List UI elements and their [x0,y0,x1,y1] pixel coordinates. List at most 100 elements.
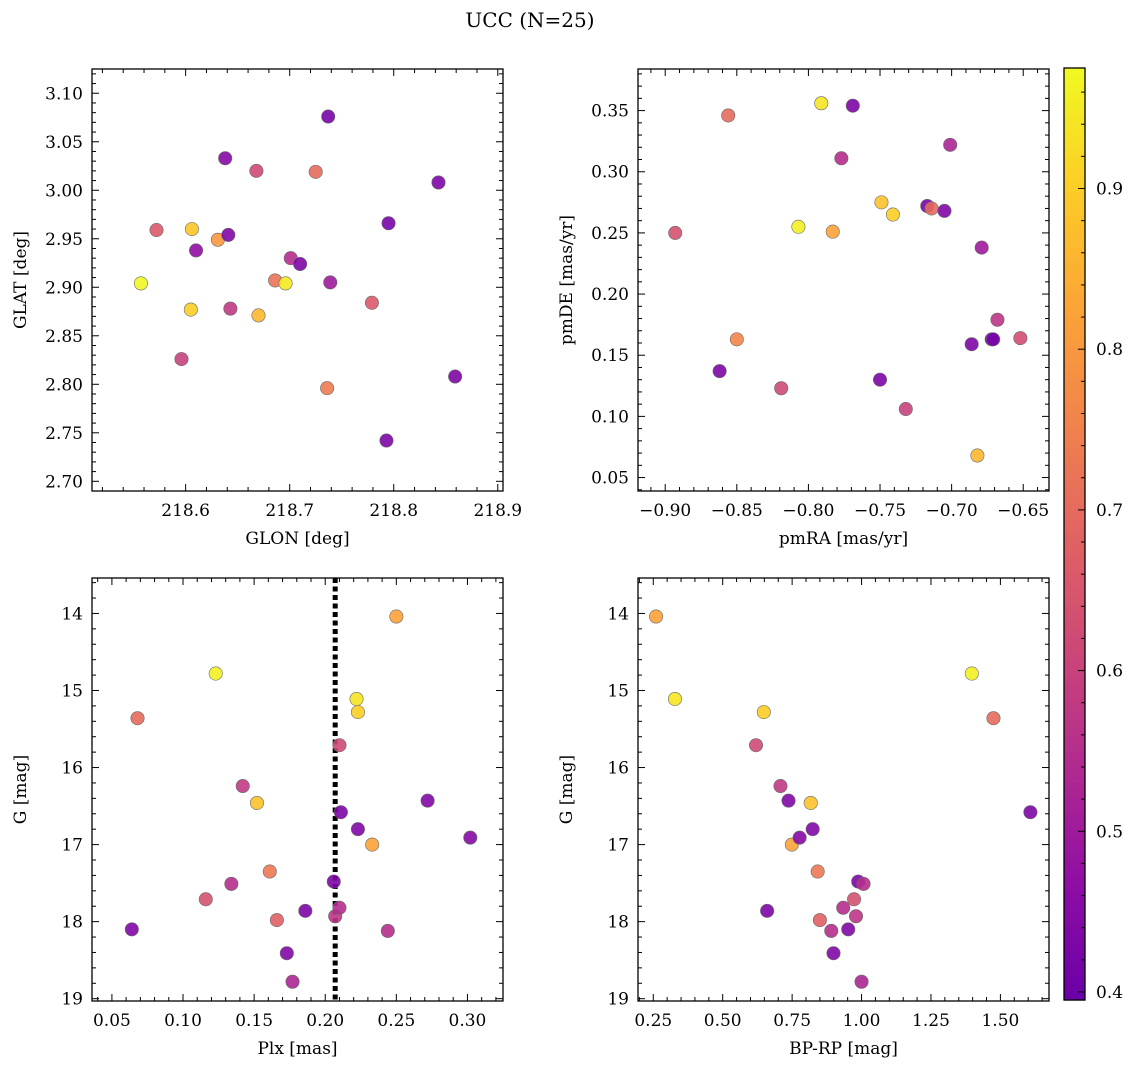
scatter-point [760,903,775,918]
scatter-points [124,609,478,989]
scatter-point [221,227,236,242]
scatter-point [856,876,871,891]
scatter-point [320,381,335,396]
scatter-point [332,738,347,753]
colorbar-segment [1064,899,1085,908]
scatter-point [898,402,913,417]
scatter-point [848,909,863,924]
colorbar-segment [1064,223,1085,232]
x-tick-label: 1.00 [843,1011,881,1031]
x-tick-label: 218.8 [369,501,418,521]
y-tick-label: 14 [607,604,629,624]
colorbar-segment [1064,332,1085,341]
y-tick-label: 0.10 [591,407,629,427]
colorbar-segment [1064,184,1085,193]
y-tick-label: 2.75 [45,424,83,444]
scatter-point [431,175,446,190]
y-tick-label: 0.15 [591,346,629,366]
colorbar-segment [1064,906,1085,916]
colorbar-segment [1064,658,1085,667]
colorbar-segment [1064,720,1085,729]
scatter-point [130,711,145,726]
scatter-point [729,332,744,347]
colorbar-segment [1064,433,1085,442]
colorbar-segment [1064,704,1085,714]
scatter-point [824,923,839,938]
scatter-point [293,256,308,271]
scatter-point [773,779,788,794]
x-axis-label: GLON [deg] [245,529,349,549]
scatter-point [223,301,238,316]
colorbar-tick-label: 0.6 [1096,662,1123,682]
x-tick-label: 0.75 [773,1011,811,1031]
colorbar-segment [1064,417,1085,426]
colorbar-segment [1064,386,1085,395]
colorbar-segment [1064,743,1085,753]
y-tick-label: 3.05 [45,133,83,153]
x-tick-label: 218.9 [473,501,522,521]
scatter-point [463,830,478,845]
y-tick-label: 2.70 [45,472,83,492]
colorbar-segment [1064,200,1085,209]
colorbar-segment [1064,464,1085,473]
colorbar-segment [1064,114,1085,123]
colorbar-segment [1064,860,1085,869]
y-tick-label: 16 [607,759,629,779]
colorbar-segment [1064,168,1085,178]
colorbar-segment [1064,99,1085,108]
colorbar-segment [1064,68,1085,77]
scatter-point [749,738,764,753]
colorbar-segment [1064,984,1085,993]
colorbar-segment [1064,293,1085,302]
scatter-point [845,98,860,113]
colorbar-segment [1064,689,1085,698]
colorbar-segment [1064,751,1085,760]
axis-ticks [92,69,503,492]
colorbar-segment [1064,875,1085,885]
scatter-point [924,201,939,216]
scatter-point [298,903,313,918]
colorbar-segment [1064,534,1085,543]
colorbar-segment [1064,137,1085,147]
scatter-point [667,691,682,706]
y-tick-label: 2.90 [45,278,83,298]
colorbar-segment [1064,207,1085,217]
axes-frame [637,68,1050,492]
colorbar-segment [1064,215,1085,224]
colorbar-segment [1064,697,1085,706]
colorbar-segment [1064,75,1085,85]
scatter-point [350,822,365,837]
colorbar-segment [1064,914,1085,923]
y-tick-label: 0.05 [591,469,629,489]
colorbar-segment [1064,774,1085,784]
panel-glon-glat: 218.6 218.7 218.8 218.9 2.70 2.75 2.80 2.85 2.90… [11,68,522,549]
colorbar-segment [1064,277,1085,287]
colorbar-segment [1064,363,1085,372]
scatter-point [251,308,266,323]
y-tick-label: 2.95 [45,230,83,250]
colorbar-segment [1064,549,1085,558]
axis-ticks [92,578,503,1001]
y-tick-label: 18 [61,913,83,933]
x-tick-label: 1.25 [912,1011,950,1031]
scatter-point [990,312,1005,327]
y-axis-label: GLAT [deg] [11,231,31,329]
x-tick-label: 0.50 [704,1011,742,1031]
axes-frame [91,577,504,1002]
scatter-point [133,276,148,291]
scatter-point [389,609,404,624]
scatter-point [448,369,463,384]
colorbar-segment [1064,378,1085,388]
colorbar-segment [1064,968,1085,978]
scatter-point [349,691,364,706]
x-tick-label: 218.6 [161,501,210,521]
y-axis-label: pmDE [mas/yr] [557,215,577,345]
colorbar-segment [1064,650,1085,659]
colorbar-segment [1064,596,1085,605]
scatter-point [649,609,664,624]
x-axis-label: BP-RP [mag] [789,1039,898,1059]
scatter-point [381,216,396,231]
scatter-points [133,109,463,448]
scatter-point [721,108,736,123]
colorbar-segment [1064,728,1085,737]
